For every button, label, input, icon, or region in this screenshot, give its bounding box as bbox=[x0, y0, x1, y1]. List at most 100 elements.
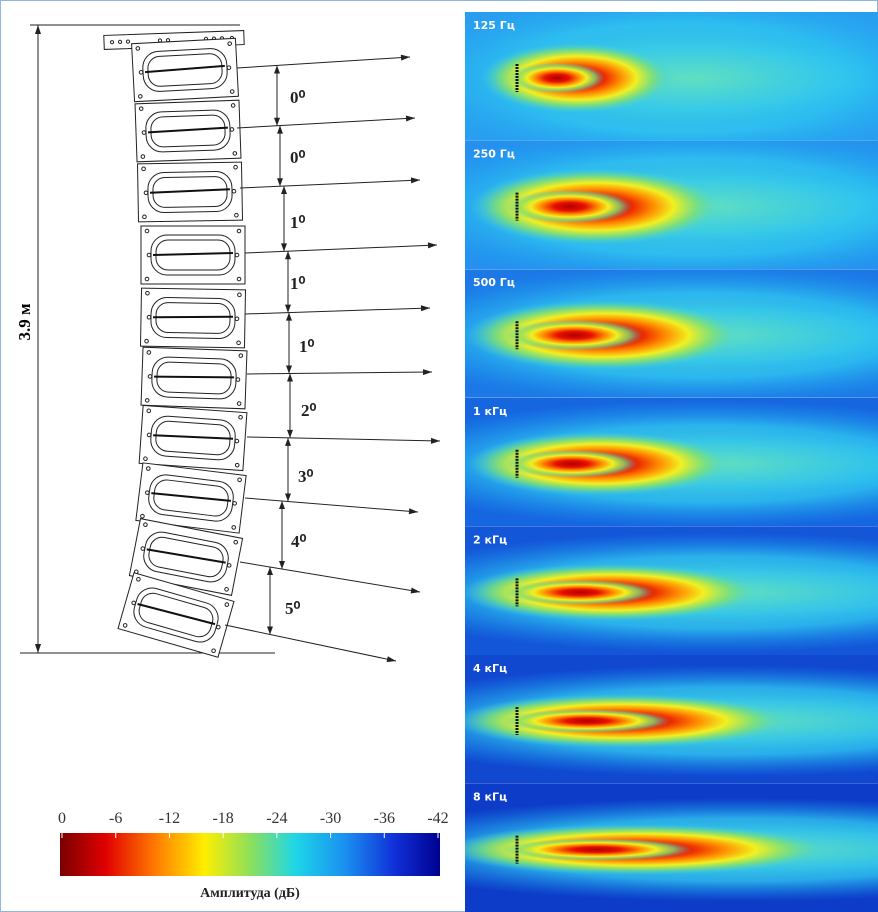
hole bbox=[135, 46, 141, 51]
angle-label: 1⁰ bbox=[290, 274, 306, 293]
panel-label: 2 кГц bbox=[473, 533, 507, 546]
hole bbox=[138, 70, 144, 75]
beam-arrow bbox=[236, 56, 411, 69]
heatmap-panel: 8 кГц bbox=[465, 783, 878, 912]
beam-arrow bbox=[244, 244, 438, 254]
angle-label: 3⁰ bbox=[298, 467, 314, 486]
angle-label: 0⁰ bbox=[290, 148, 306, 167]
hole bbox=[226, 563, 232, 568]
cabinet bbox=[139, 287, 247, 349]
colorbar-tick-label: -6 bbox=[109, 810, 122, 827]
slot bbox=[147, 126, 228, 134]
hole bbox=[238, 353, 244, 358]
hole bbox=[146, 314, 152, 320]
beam-arrow bbox=[239, 561, 421, 593]
panel-label: 125 Гц bbox=[473, 19, 515, 32]
arrowhead bbox=[420, 305, 430, 312]
hole bbox=[146, 350, 152, 355]
hole bbox=[230, 103, 236, 108]
hole bbox=[229, 127, 235, 132]
colorbar-tick-label: 0 bbox=[58, 810, 66, 827]
panel-label: 4 кГц bbox=[473, 662, 507, 675]
heatmap-core bbox=[509, 62, 605, 94]
hole bbox=[236, 276, 242, 282]
hole bbox=[233, 539, 239, 545]
hole bbox=[237, 477, 242, 483]
hole bbox=[140, 154, 146, 159]
hole bbox=[141, 130, 147, 135]
colorbar-label: Амплитуда (дБ) bbox=[200, 886, 300, 901]
heatmap-panel: 2 кГц bbox=[465, 526, 878, 655]
hole bbox=[233, 164, 238, 170]
hole bbox=[143, 522, 148, 527]
hole bbox=[146, 408, 152, 414]
hole bbox=[229, 89, 235, 94]
hole bbox=[234, 252, 240, 258]
hole bbox=[140, 546, 146, 551]
heatmap-core bbox=[506, 189, 633, 224]
hole bbox=[146, 252, 152, 258]
arrowhead bbox=[410, 587, 420, 594]
hole bbox=[145, 490, 150, 495]
hole bbox=[117, 39, 123, 44]
hole bbox=[143, 190, 149, 196]
arrowhead bbox=[386, 656, 396, 663]
beam-arrow bbox=[244, 497, 419, 513]
hole bbox=[237, 292, 242, 298]
slot bbox=[149, 188, 231, 194]
arrowhead bbox=[405, 115, 415, 122]
hole bbox=[140, 513, 145, 519]
arrowhead bbox=[400, 54, 410, 61]
hole bbox=[145, 466, 151, 471]
hole bbox=[147, 374, 153, 379]
hole bbox=[226, 65, 232, 70]
arrowhead bbox=[267, 567, 273, 635]
heatmaps: 125 Гц 250 Гц 500 Гц 1 кГц 2 кГц 4 кГц 8 кГц bbox=[465, 12, 878, 912]
heatmap-core bbox=[504, 579, 655, 606]
cabinet bbox=[128, 518, 244, 596]
hole bbox=[138, 94, 143, 99]
heatmap-core bbox=[501, 838, 693, 861]
arrowhead bbox=[430, 437, 440, 444]
array-drawing: 0⁰ 0⁰ 1⁰ 1⁰ 1⁰ 2⁰ 3⁰ 4⁰ 5⁰ bbox=[20, 24, 441, 663]
colorbar-tick-label: -36 bbox=[374, 810, 395, 827]
slot bbox=[152, 315, 234, 319]
heatmap-panel: 500 Гц bbox=[465, 269, 878, 398]
panel-label: 500 Гц bbox=[473, 276, 515, 289]
slot bbox=[151, 492, 232, 502]
slot bbox=[144, 64, 225, 74]
hole bbox=[211, 648, 216, 654]
hole bbox=[144, 338, 149, 344]
hole bbox=[231, 188, 237, 194]
hole bbox=[138, 106, 144, 111]
heatmap-panel: 1 кГц bbox=[465, 397, 878, 527]
colorbar-tick-label: -30 bbox=[320, 810, 341, 827]
panel-label: 1 кГц bbox=[473, 405, 507, 418]
hole bbox=[143, 456, 148, 462]
cabinet bbox=[140, 346, 248, 410]
hole bbox=[136, 576, 141, 582]
angle-label: 5⁰ bbox=[285, 599, 301, 618]
colorbar-tick-label: -24 bbox=[266, 810, 287, 827]
hole bbox=[142, 214, 147, 220]
hole bbox=[235, 377, 241, 382]
hole bbox=[238, 414, 243, 420]
angle-label: 1⁰ bbox=[290, 213, 306, 232]
cabinet bbox=[138, 404, 248, 472]
arrowhead bbox=[422, 369, 432, 376]
hole bbox=[122, 623, 128, 628]
arrowhead bbox=[281, 186, 287, 252]
slot bbox=[153, 434, 234, 440]
arrowhead bbox=[427, 242, 437, 249]
hole bbox=[144, 398, 150, 403]
colorbar-tick-label: -18 bbox=[212, 810, 233, 827]
hole bbox=[234, 462, 240, 468]
hole bbox=[125, 39, 131, 44]
angle-label: 1⁰ bbox=[299, 337, 315, 356]
hole bbox=[157, 38, 163, 43]
hole bbox=[146, 432, 152, 438]
beam-arrow bbox=[246, 436, 441, 442]
hole bbox=[232, 151, 238, 156]
cabinet bbox=[136, 161, 244, 223]
